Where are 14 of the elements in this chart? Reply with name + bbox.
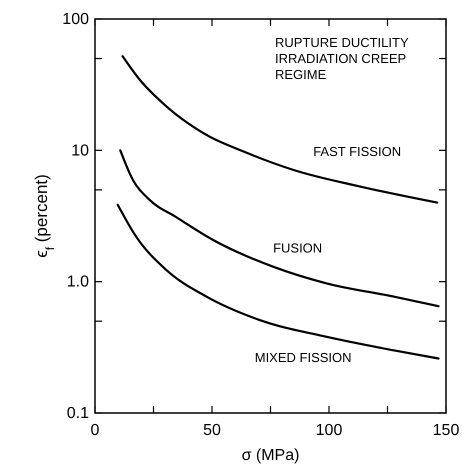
x-tick-label: 150 xyxy=(432,422,460,439)
series-label: FUSION xyxy=(273,240,322,256)
x-tick-label: 50 xyxy=(203,422,221,439)
y-tick-label: 1.0 xyxy=(66,274,90,291)
series-label: MIXED FISSION xyxy=(254,350,352,366)
y-tick-label: 100 xyxy=(62,11,90,28)
annotation: RUPTURE DUCTILITY IRRADIATION CREEP REGIME xyxy=(275,35,409,82)
x-tick-label: 0 xyxy=(90,422,100,439)
y-tick-label: 0.1 xyxy=(66,405,90,422)
y-tick-label: 10 xyxy=(71,142,90,160)
x-tick-label: 100 xyxy=(316,422,342,439)
line-series xyxy=(122,55,438,204)
series-label: FAST FISSION xyxy=(313,144,402,159)
x-axis-title: σ (MPa) xyxy=(242,447,300,464)
